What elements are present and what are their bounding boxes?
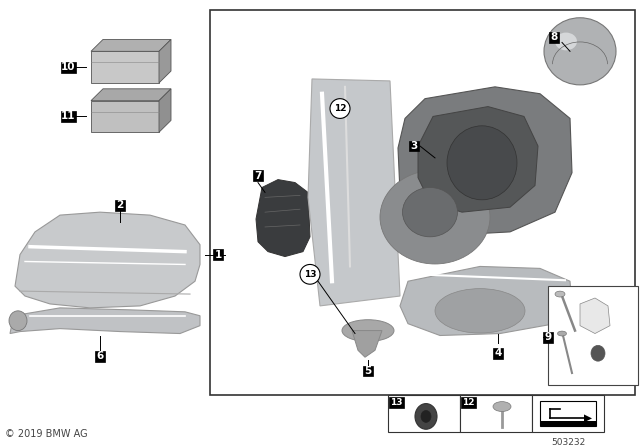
FancyBboxPatch shape (388, 397, 403, 408)
Text: 11: 11 (61, 112, 76, 121)
Polygon shape (400, 267, 572, 336)
Text: 10: 10 (61, 62, 76, 72)
FancyBboxPatch shape (364, 366, 372, 376)
Ellipse shape (555, 291, 565, 297)
Circle shape (330, 99, 350, 118)
Ellipse shape (555, 33, 577, 50)
Bar (540, 422, 596, 426)
Text: 5: 5 (364, 366, 372, 376)
FancyBboxPatch shape (409, 141, 419, 151)
Text: 4: 4 (494, 348, 502, 358)
Ellipse shape (342, 320, 394, 341)
Ellipse shape (544, 18, 616, 85)
Ellipse shape (9, 311, 27, 331)
Ellipse shape (435, 289, 525, 333)
FancyBboxPatch shape (461, 397, 476, 408)
Polygon shape (91, 101, 159, 132)
FancyBboxPatch shape (253, 170, 263, 181)
Polygon shape (91, 39, 171, 52)
Polygon shape (308, 79, 400, 306)
Text: 503232: 503232 (551, 438, 585, 447)
Ellipse shape (403, 188, 458, 237)
Circle shape (300, 264, 320, 284)
Polygon shape (159, 89, 171, 132)
Text: 3: 3 (410, 141, 418, 151)
Text: 9: 9 (545, 332, 552, 342)
FancyBboxPatch shape (95, 351, 105, 362)
Text: 8: 8 (550, 33, 557, 43)
Bar (532, 395, 604, 432)
Text: 12: 12 (461, 398, 474, 407)
Ellipse shape (557, 331, 566, 336)
Text: 13: 13 (390, 398, 403, 407)
FancyBboxPatch shape (549, 32, 559, 43)
Polygon shape (540, 401, 596, 426)
Text: 12: 12 (333, 104, 346, 113)
Bar (210, 10, 635, 395)
Ellipse shape (591, 345, 605, 361)
Polygon shape (418, 107, 538, 212)
Polygon shape (91, 52, 159, 83)
FancyBboxPatch shape (61, 62, 76, 73)
Ellipse shape (447, 126, 517, 200)
Text: © 2019 BMW AG: © 2019 BMW AG (5, 429, 88, 439)
Polygon shape (584, 414, 592, 422)
Ellipse shape (493, 401, 511, 412)
Bar (548, 286, 638, 385)
Bar (460, 395, 532, 432)
Text: 2: 2 (116, 200, 124, 210)
Polygon shape (398, 87, 572, 235)
Ellipse shape (421, 410, 431, 422)
FancyBboxPatch shape (213, 249, 223, 260)
Polygon shape (256, 180, 310, 257)
Bar (388, 395, 460, 432)
Polygon shape (91, 89, 171, 101)
FancyBboxPatch shape (543, 332, 553, 343)
Ellipse shape (380, 170, 490, 264)
Polygon shape (10, 308, 200, 333)
Polygon shape (159, 39, 171, 83)
FancyBboxPatch shape (493, 348, 503, 359)
FancyBboxPatch shape (61, 111, 76, 122)
Polygon shape (352, 331, 382, 357)
Text: 1: 1 (214, 250, 221, 259)
Polygon shape (15, 212, 200, 308)
Text: 13: 13 (304, 270, 316, 279)
Polygon shape (580, 298, 610, 333)
Text: 6: 6 (97, 351, 104, 361)
FancyBboxPatch shape (115, 200, 125, 211)
Text: 7: 7 (254, 171, 262, 181)
Ellipse shape (415, 404, 437, 429)
